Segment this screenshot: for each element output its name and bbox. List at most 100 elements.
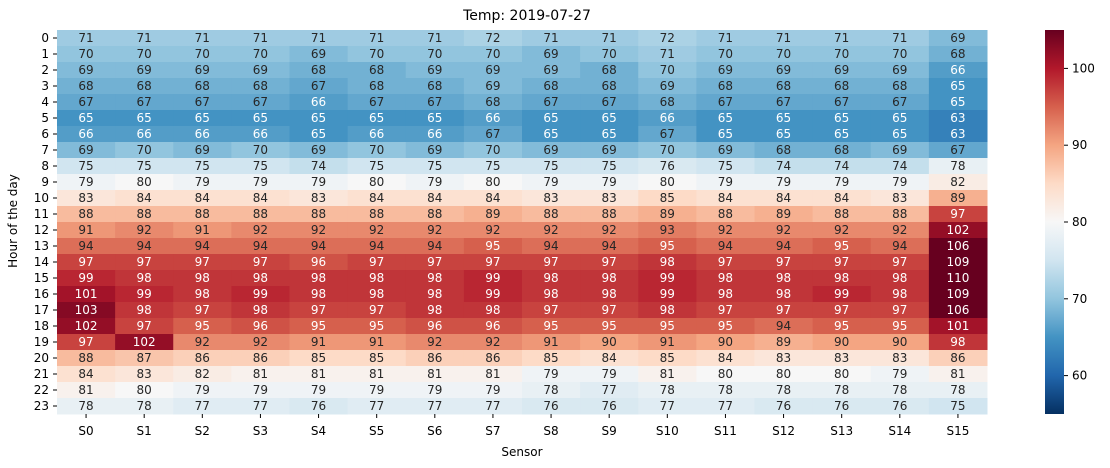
cell-value-label: 71	[253, 31, 268, 45]
heatmap-cell	[928, 190, 988, 207]
cell-value-label: 97	[369, 303, 384, 317]
cell-value-label: 69	[195, 143, 210, 157]
cell-value-label: 98	[427, 303, 442, 317]
cell-value-label: 99	[834, 287, 849, 301]
cell-value-label: 90	[892, 335, 907, 349]
heatmap-cell	[405, 286, 465, 303]
cell-value-label: 94	[602, 239, 617, 253]
x-tick-label: S12	[772, 424, 795, 438]
heatmap-cell	[580, 78, 639, 95]
cell-value-label: 98	[253, 303, 268, 317]
cell-value-label: 83	[834, 351, 849, 365]
heatmap-cell	[580, 366, 639, 383]
heatmap-cell	[696, 238, 756, 255]
cell-value-label: 72	[485, 31, 500, 45]
heatmap-cell	[580, 142, 639, 159]
cell-value-label: 71	[834, 31, 849, 45]
heatmap-cell	[463, 318, 523, 335]
cell-value-label: 67	[602, 95, 617, 109]
cell-value-label: 83	[543, 191, 558, 205]
heatmap-cell	[754, 350, 814, 367]
cell-value-label: 70	[137, 47, 152, 61]
heatmap-cell	[928, 318, 988, 335]
cell-value-label: 83	[602, 191, 617, 205]
cell-value-label: 96	[253, 319, 268, 333]
cell-value-label: 98	[369, 271, 384, 285]
heatmap-cell	[522, 382, 581, 399]
heatmap-cell	[522, 270, 581, 287]
cell-value-label: 69	[718, 63, 733, 77]
heatmap-cell	[115, 46, 174, 63]
heatmap-cell	[522, 126, 581, 143]
cell-value-label: 110	[946, 271, 969, 285]
heatmap-cell	[289, 94, 349, 111]
heatmap-cell	[696, 302, 756, 319]
cell-value-label: 69	[834, 63, 849, 77]
cell-value-label: 97	[311, 303, 326, 317]
heatmap-cell	[405, 110, 465, 127]
heatmap-cell	[696, 94, 756, 111]
cell-value-label: 81	[253, 367, 268, 381]
heatmap-cell	[57, 30, 116, 47]
cell-value-label: 98	[311, 271, 326, 285]
cell-value-label: 65	[311, 127, 326, 141]
x-tick-label: S14	[888, 424, 911, 438]
heatmap-cell	[289, 382, 349, 399]
heatmap-cell	[812, 158, 872, 175]
cell-value-label: 77	[602, 383, 617, 397]
heatmap-cell	[347, 142, 407, 159]
cell-value-label: 79	[892, 367, 907, 381]
cell-value-label: 92	[834, 223, 849, 237]
cell-value-label: 91	[78, 223, 93, 237]
heatmap-cell	[812, 190, 872, 207]
heatmap-cell	[463, 94, 523, 111]
cell-value-label: 70	[137, 143, 152, 157]
heatmap-cell	[173, 334, 232, 351]
cell-value-label: 79	[834, 175, 849, 189]
cell-value-label: 69	[485, 79, 500, 93]
cell-value-label: 94	[253, 239, 268, 253]
cell-value-label: 65	[253, 111, 268, 125]
heatmap-cell	[405, 62, 465, 79]
cell-value-label: 66	[253, 127, 268, 141]
heatmap-cell	[522, 286, 581, 303]
x-tick-label: S2	[195, 424, 210, 438]
heatmap-cell	[173, 270, 232, 287]
cell-value-label: 97	[892, 255, 907, 269]
cell-value-label: 94	[137, 239, 152, 253]
cell-value-label: 84	[137, 191, 152, 205]
heatmap-cell	[638, 350, 697, 367]
cell-value-label: 71	[195, 31, 210, 45]
cell-value-label: 92	[369, 223, 384, 237]
chart-title: Temp: 2019-07-27	[462, 8, 591, 24]
heatmap-cell	[115, 174, 174, 191]
heatmap-cell	[928, 270, 988, 287]
cell-value-label: 77	[195, 399, 210, 413]
heatmap-cell	[57, 190, 116, 207]
heatmap-cell	[289, 190, 349, 207]
cell-value-label: 97	[485, 255, 500, 269]
heatmap-cell	[580, 398, 639, 415]
cell-value-label: 81	[660, 367, 675, 381]
heatmap-cell	[638, 126, 697, 143]
heatmap-cell	[289, 30, 349, 47]
heatmap-cell	[696, 270, 756, 287]
heatmap-cell	[463, 30, 523, 47]
heatmap-cell	[57, 142, 116, 159]
heatmap-cell	[405, 174, 465, 191]
heatmap-cell	[405, 190, 465, 207]
heatmap-cell	[115, 350, 174, 367]
heatmap-cell	[231, 206, 291, 223]
cell-value-label: 70	[78, 47, 93, 61]
cell-value-label: 98	[195, 287, 210, 301]
heatmap-cell	[57, 286, 116, 303]
y-tick-label: 10	[34, 191, 49, 205]
heatmap-cell	[231, 286, 291, 303]
heatmap-cell	[870, 366, 930, 383]
heatmap-cell	[347, 206, 407, 223]
cell-value-label: 97	[369, 255, 384, 269]
cell-value-label: 92	[253, 223, 268, 237]
cell-value-label: 71	[137, 31, 152, 45]
heatmap-cell	[696, 350, 756, 367]
